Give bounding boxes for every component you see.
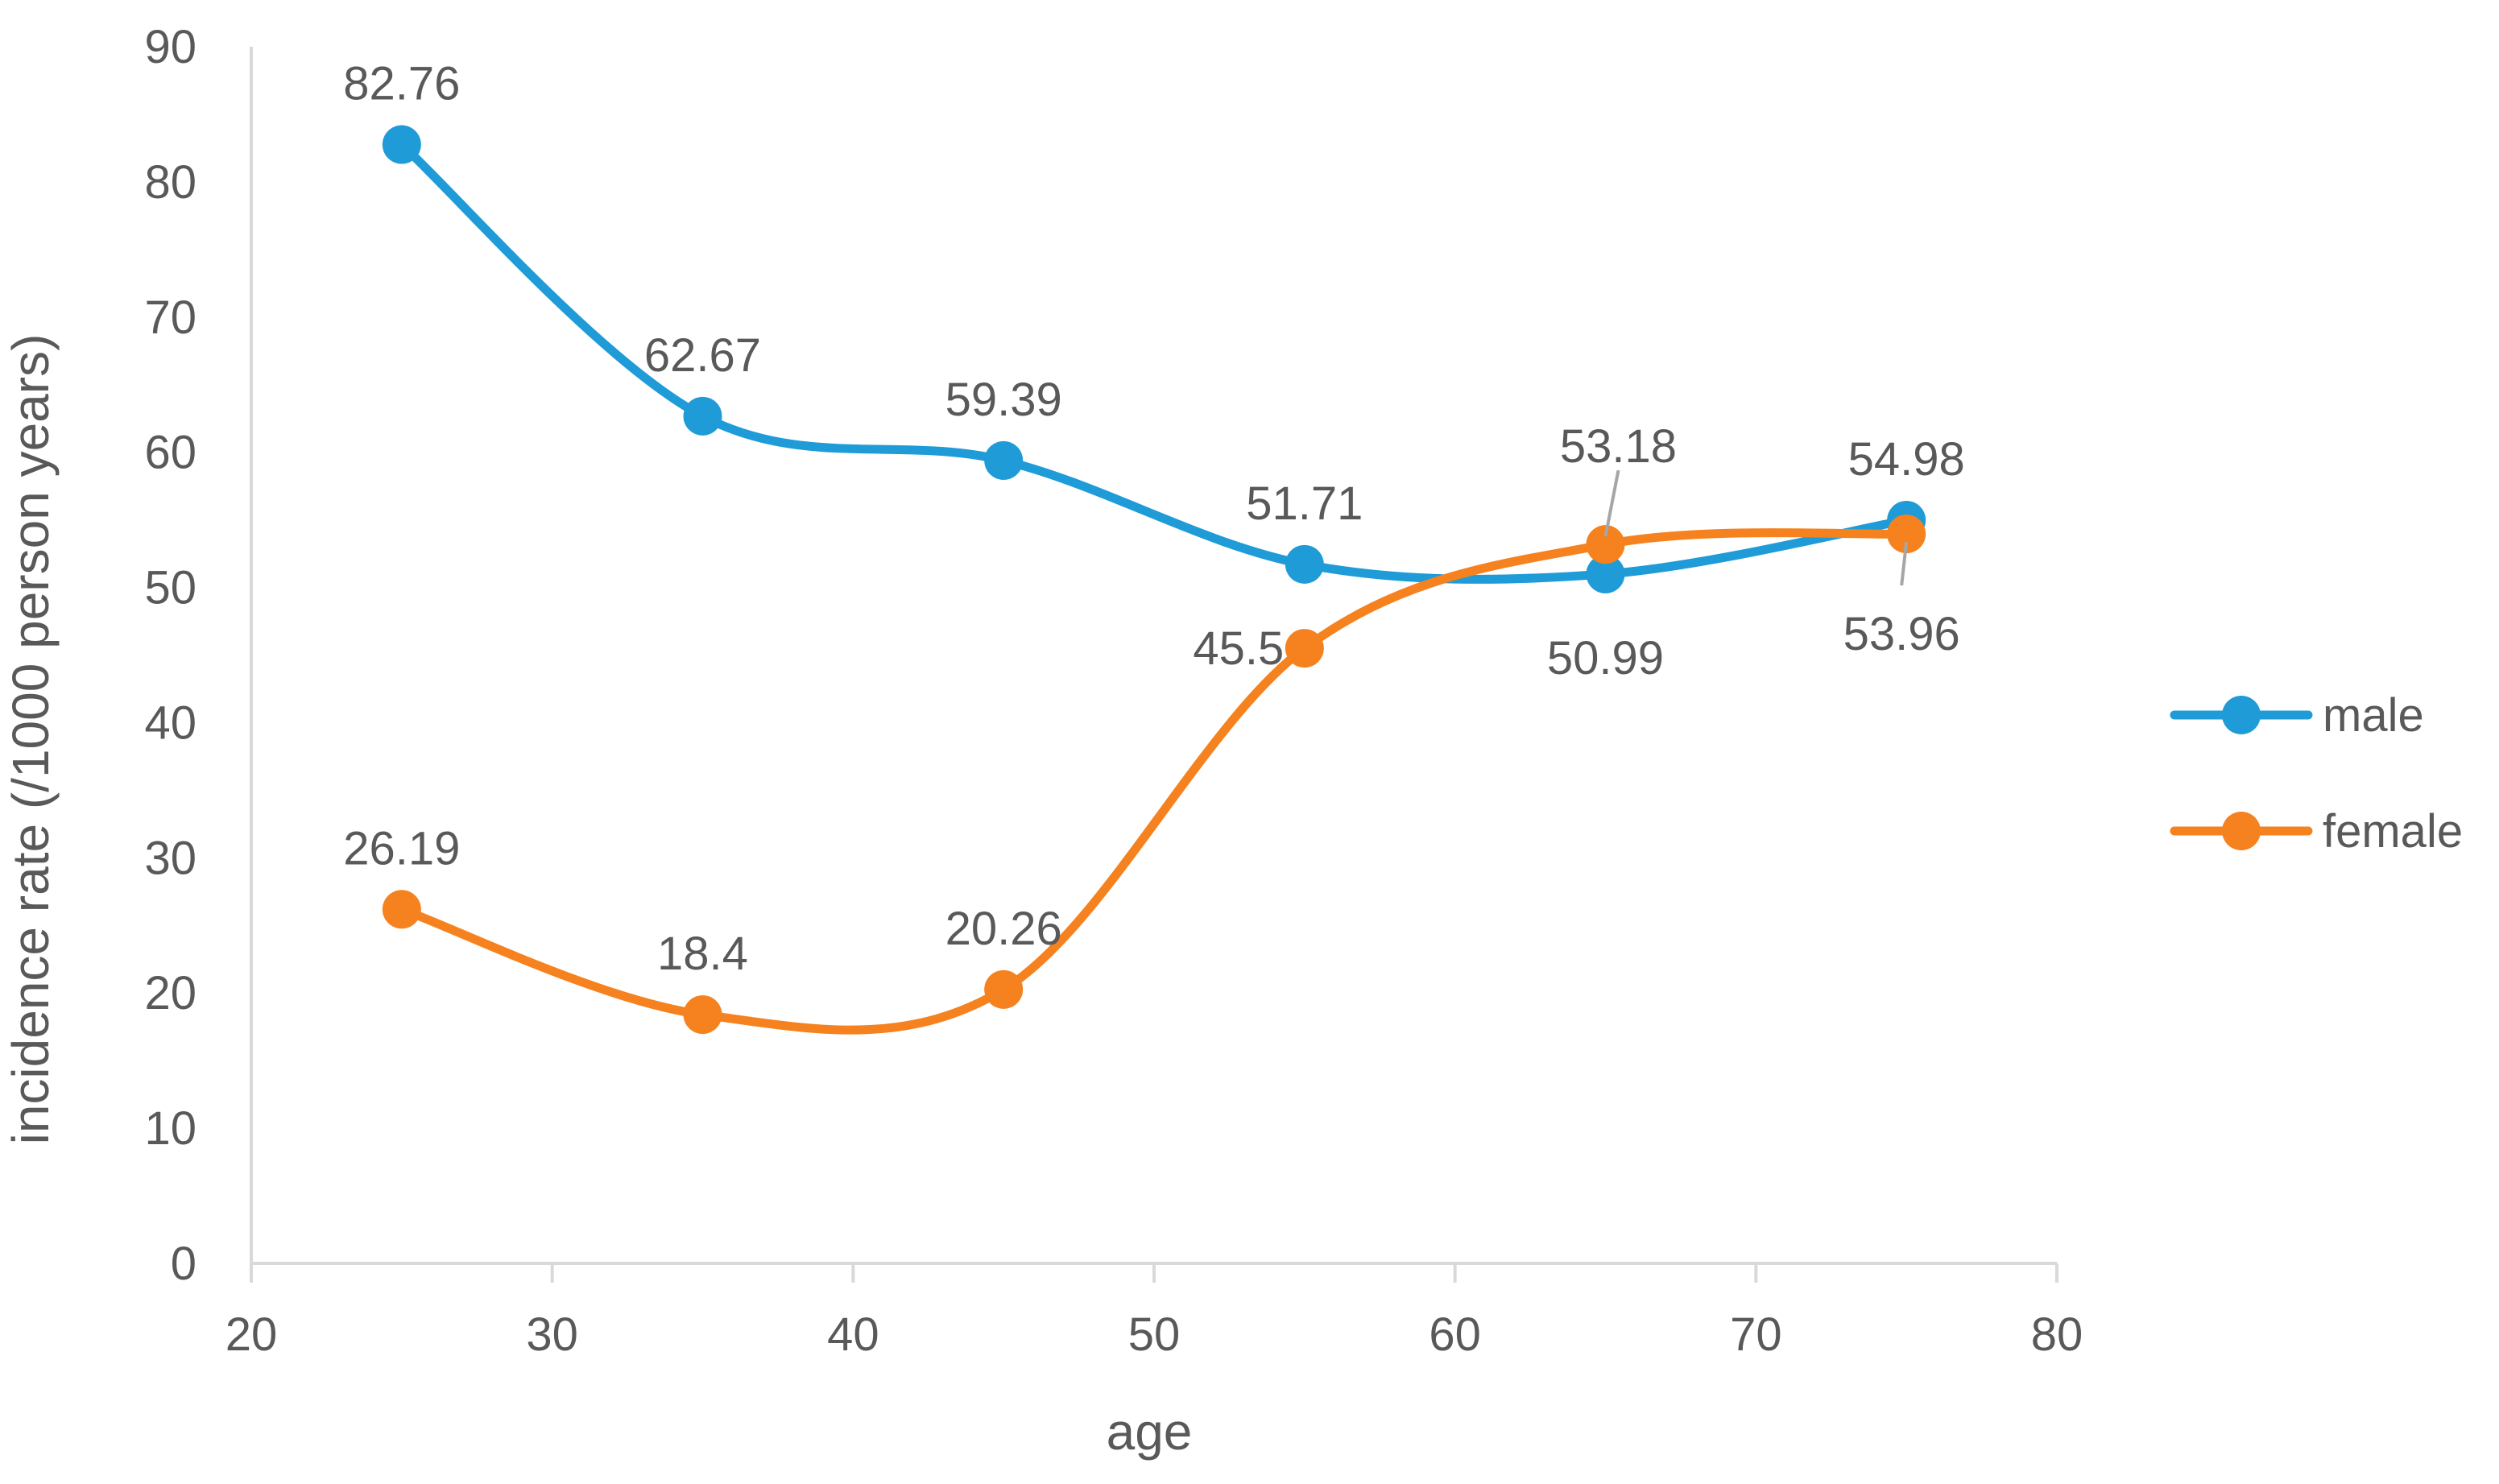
x-axis-title: age — [1107, 1403, 1193, 1461]
data-label: 50.99 — [1547, 632, 1664, 684]
y-tick-label: 40 — [144, 697, 197, 749]
chart-axes: 20 30 40 50 60 70 80 0 10 20 30 40 50 60 70 80 90 — [144, 21, 2083, 1361]
legend-label-female: female — [2323, 805, 2463, 858]
y-tick-label: 50 — [144, 562, 197, 614]
legend-label-male: male — [2323, 689, 2424, 742]
series-line-female — [397, 528, 1911, 1035]
legend-marker-male — [2222, 696, 2261, 734]
data-point-male — [1586, 554, 1625, 593]
data-label: 18.4 — [657, 928, 748, 980]
series-line-male — [397, 140, 1911, 584]
x-tick-label: 30 — [526, 1308, 578, 1361]
data-point-female — [382, 890, 421, 929]
data-label: 53.96 — [1843, 608, 1960, 660]
data-point-male — [683, 396, 722, 436]
data-label-leader — [1900, 541, 1909, 586]
data-point-female — [984, 969, 1024, 1009]
x-tick-label: 40 — [827, 1308, 879, 1361]
data-point-male — [1285, 544, 1324, 584]
data-label: 82.76 — [343, 58, 460, 110]
y-tick-label: 80 — [144, 156, 197, 209]
y-tick-label: 90 — [144, 21, 197, 73]
data-point-male — [382, 125, 421, 164]
data-label-leader — [1603, 469, 1620, 537]
data-label: 20.26 — [945, 903, 1062, 955]
data-point-male — [984, 440, 1024, 480]
data-label: 51.71 — [1246, 477, 1363, 530]
y-tick-label: 60 — [144, 427, 197, 479]
data-label: 26.19 — [343, 822, 460, 874]
x-tick-label: 50 — [1128, 1308, 1181, 1361]
data-label: 45.5 — [1193, 622, 1284, 675]
y-tick-label: 0 — [171, 1238, 197, 1290]
chart-series — [382, 125, 1926, 1035]
data-point-female — [1586, 525, 1625, 564]
data-label: 53.18 — [1560, 420, 1677, 473]
data-point-female — [683, 995, 722, 1035]
data-label: 59.39 — [945, 374, 1062, 426]
x-tick-label: 20 — [225, 1308, 278, 1361]
data-point-female — [1285, 629, 1324, 668]
legend-marker-female — [2222, 812, 2261, 850]
data-point-female — [1887, 515, 1926, 554]
y-tick-label: 20 — [144, 967, 197, 1019]
y-tick-label: 10 — [144, 1102, 197, 1155]
y-tick-label: 70 — [144, 291, 197, 344]
data-label: 54.98 — [1848, 433, 1965, 486]
chart-data-labels: 82.76 62.67 59.39 51.71 50.99 54.98 26.19 18.4 2… — [343, 58, 1964, 981]
x-tick-label: 70 — [1730, 1308, 1782, 1361]
y-tick-label: 30 — [144, 832, 197, 884]
chart-legend: male female — [2170, 689, 2463, 858]
x-tick-label: 80 — [2031, 1308, 2083, 1361]
y-axis-title: incidence rate (/1000 person years) — [2, 334, 60, 1145]
x-tick-label: 60 — [1429, 1308, 1481, 1361]
data-label: 62.67 — [644, 329, 761, 382]
